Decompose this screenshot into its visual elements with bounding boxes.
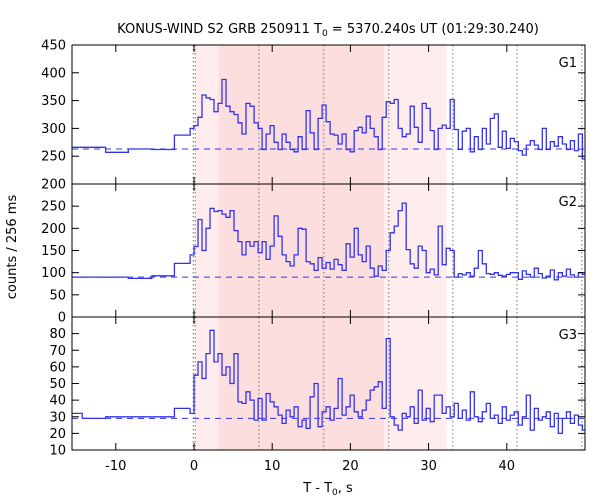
y-tick-label: 150 (41, 244, 66, 259)
y-tick-label: 50 (49, 377, 66, 392)
shaded-interval (384, 45, 447, 184)
panel-label: G3 (559, 328, 577, 343)
y-tick-label: 200 (41, 222, 66, 237)
chart-title: KONUS-WIND S2 GRB 250911 T0 = 5370.240s … (117, 22, 539, 39)
shaded-interval (218, 184, 385, 317)
y-tick-label: 350 (41, 94, 66, 109)
panel-g1: 200 250 300 350 400 450 G1 (41, 39, 586, 193)
y-tick-label: 450 (41, 39, 66, 54)
x-tick-label: 20 (342, 459, 359, 474)
x-tick-label: 0 (190, 459, 198, 474)
panel-label: G2 (559, 195, 577, 210)
y-tick-label: 250 (41, 150, 66, 165)
panel-g2: 0 50 100 150 200 250 G2 (41, 183, 586, 326)
y-tick-label: 0 (58, 311, 66, 326)
shaded-interval (194, 45, 219, 184)
y-tick-label: 100 (41, 266, 66, 281)
y-tick-label: 20 (49, 427, 66, 442)
y-tick-label: 40 (49, 394, 66, 409)
y-tick-label: 10 (49, 444, 66, 459)
x-axis-label: T - T0, s (302, 481, 353, 498)
y-tick-label: 30 (49, 410, 66, 425)
shaded-interval (218, 317, 385, 450)
y-tick-label: 400 (41, 66, 66, 81)
y-tick-label: 50 (49, 288, 66, 303)
panel-label: G1 (559, 56, 577, 71)
y-tick-label: 70 (49, 344, 66, 359)
shaded-interval (194, 317, 219, 450)
light-curve-g2 (72, 202, 585, 281)
x-tick-label: 30 (420, 459, 437, 474)
y-tick-label: 250 (41, 200, 66, 215)
y-tick-label: 300 (41, 122, 66, 137)
y-tick-label: 60 (49, 360, 66, 375)
shaded-interval (218, 45, 385, 184)
shaded-interval (384, 317, 447, 450)
light-curve-g1 (72, 78, 585, 160)
light-curve-g3 (72, 329, 585, 435)
y-axis-label: counts / 256 ms (5, 195, 20, 300)
y-tick-label: 80 (49, 327, 66, 342)
shaded-interval (384, 184, 447, 317)
x-tick-label: 10 (264, 459, 281, 474)
x-tick-label: 40 (499, 459, 516, 474)
x-tick-label: -10 (105, 459, 126, 474)
y-tick-label: 200 (41, 178, 66, 193)
